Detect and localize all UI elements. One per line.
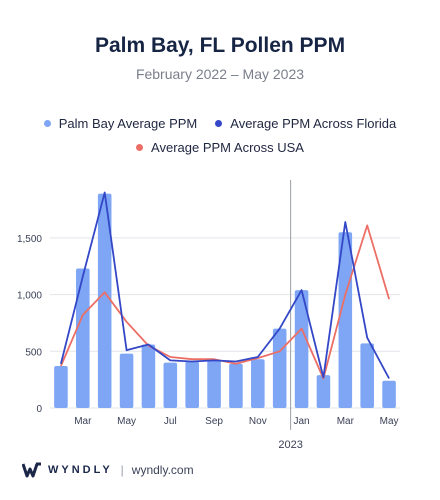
bar [185,361,199,408]
x-tick-label: Sep [205,416,223,427]
x-tick-label: Jul [164,416,177,427]
bar [163,362,178,408]
wyndly-logo-icon [22,462,41,478]
bar [141,344,156,408]
bar [360,343,374,408]
x-tick-label: Mar [337,416,355,427]
bar [229,363,243,408]
legend-item-florida: Average PPM Across Florida [215,116,396,131]
legend-swatch-florida [215,120,223,127]
legend-second-row: Average PPM Across USA [0,140,440,155]
bar [97,193,112,408]
legend-swatch-usa [136,144,144,151]
footer-separator: | [120,463,124,477]
legend-item-palm-bay: Palm Bay Average PPM [43,116,198,131]
pollen-chart: 0 500 1,000 1,500 Mar May Jul Sep Nov Jan Mar May 20… [17,180,400,451]
footer-brand: WYNDLY [48,464,113,476]
legend-item-usa: Average PPM Across USA [136,140,304,155]
bar [251,359,265,408]
x-tick-label: Jan [294,416,310,427]
legend: Palm Bay Average PPM Average PPM Across … [0,116,440,131]
x-tick-label: Mar [74,416,92,427]
year-label: 2023 [278,439,302,451]
y-tick-label: 0 [36,404,42,415]
bar [54,366,68,408]
bar [272,328,287,408]
x-tick-label: Nov [249,416,267,427]
y-tick-label: 500 [25,347,42,358]
legend-label-palm-bay: Palm Bay Average PPM [58,116,198,131]
chart-subtitle: February 2022 – May 2023 [135,66,305,82]
footer-site-link[interactable]: wyndly.com [131,463,194,477]
x-tick-label: May [380,416,399,427]
bar [76,268,90,408]
x-tick-label: May [117,416,136,427]
legend-swatch-palm-bay [43,120,51,127]
bar [338,232,353,408]
bar [119,353,134,408]
bar [207,360,221,408]
legend-label-usa: Average PPM Across USA [151,140,304,155]
chart-title: Palm Bay, FL Pollen PPM [94,34,346,57]
series-line-florida [60,191,390,379]
bar [294,290,309,408]
footer: WYNDLY | wyndly.com [22,462,194,478]
y-tick-label: 1,000 [17,291,42,302]
y-tick-label: 1,500 [17,234,42,245]
legend-label-florida: Average PPM Across Florida [230,116,397,131]
bar [316,375,331,408]
bar [382,380,396,408]
